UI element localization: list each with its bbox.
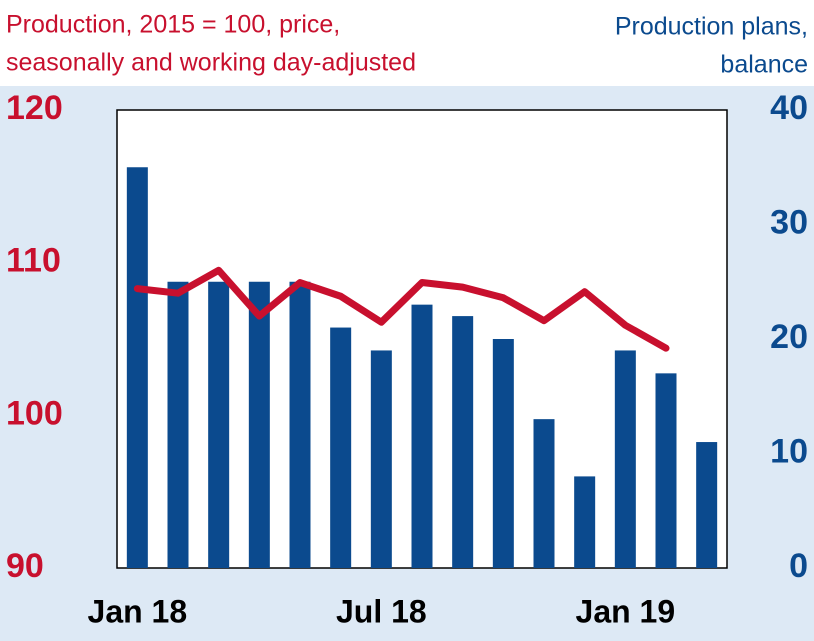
x-tick-label: Jan 19 <box>576 593 676 629</box>
bar <box>167 281 189 568</box>
y-axis-title: seasonally and working day-adjusted <box>6 49 416 77</box>
y2-axis-title: Production plans, <box>615 13 808 41</box>
x-tick-label: Jul 18 <box>336 593 427 629</box>
bar <box>248 281 270 568</box>
bar <box>696 442 718 568</box>
bar <box>370 350 392 568</box>
bar <box>411 304 433 568</box>
y2-tick-label: 10 <box>770 432 808 470</box>
bar <box>614 350 636 568</box>
bar <box>330 327 352 568</box>
y2-tick-label: 40 <box>770 89 808 127</box>
bar <box>289 281 311 568</box>
line <box>133 266 670 352</box>
y2-axis-title: balance <box>720 51 808 79</box>
y-tick-label: 90 <box>6 547 44 585</box>
bar <box>126 167 148 568</box>
y2-tick-label: 30 <box>770 203 808 241</box>
y-tick-label: 100 <box>6 394 63 432</box>
x-tick-label: Jan 18 <box>88 593 188 629</box>
y2-tick-label: 20 <box>770 318 808 356</box>
bar <box>452 316 474 568</box>
y2-tick-label: 0 <box>789 547 808 585</box>
y-axis-title: Production, 2015 = 100, price, <box>6 11 340 39</box>
y-tick-label: 120 <box>6 89 63 127</box>
bar <box>492 339 514 568</box>
y-tick-label: 110 <box>6 242 61 280</box>
bar <box>655 373 677 568</box>
bar <box>208 281 230 568</box>
bar <box>574 476 596 568</box>
bar <box>533 419 555 568</box>
